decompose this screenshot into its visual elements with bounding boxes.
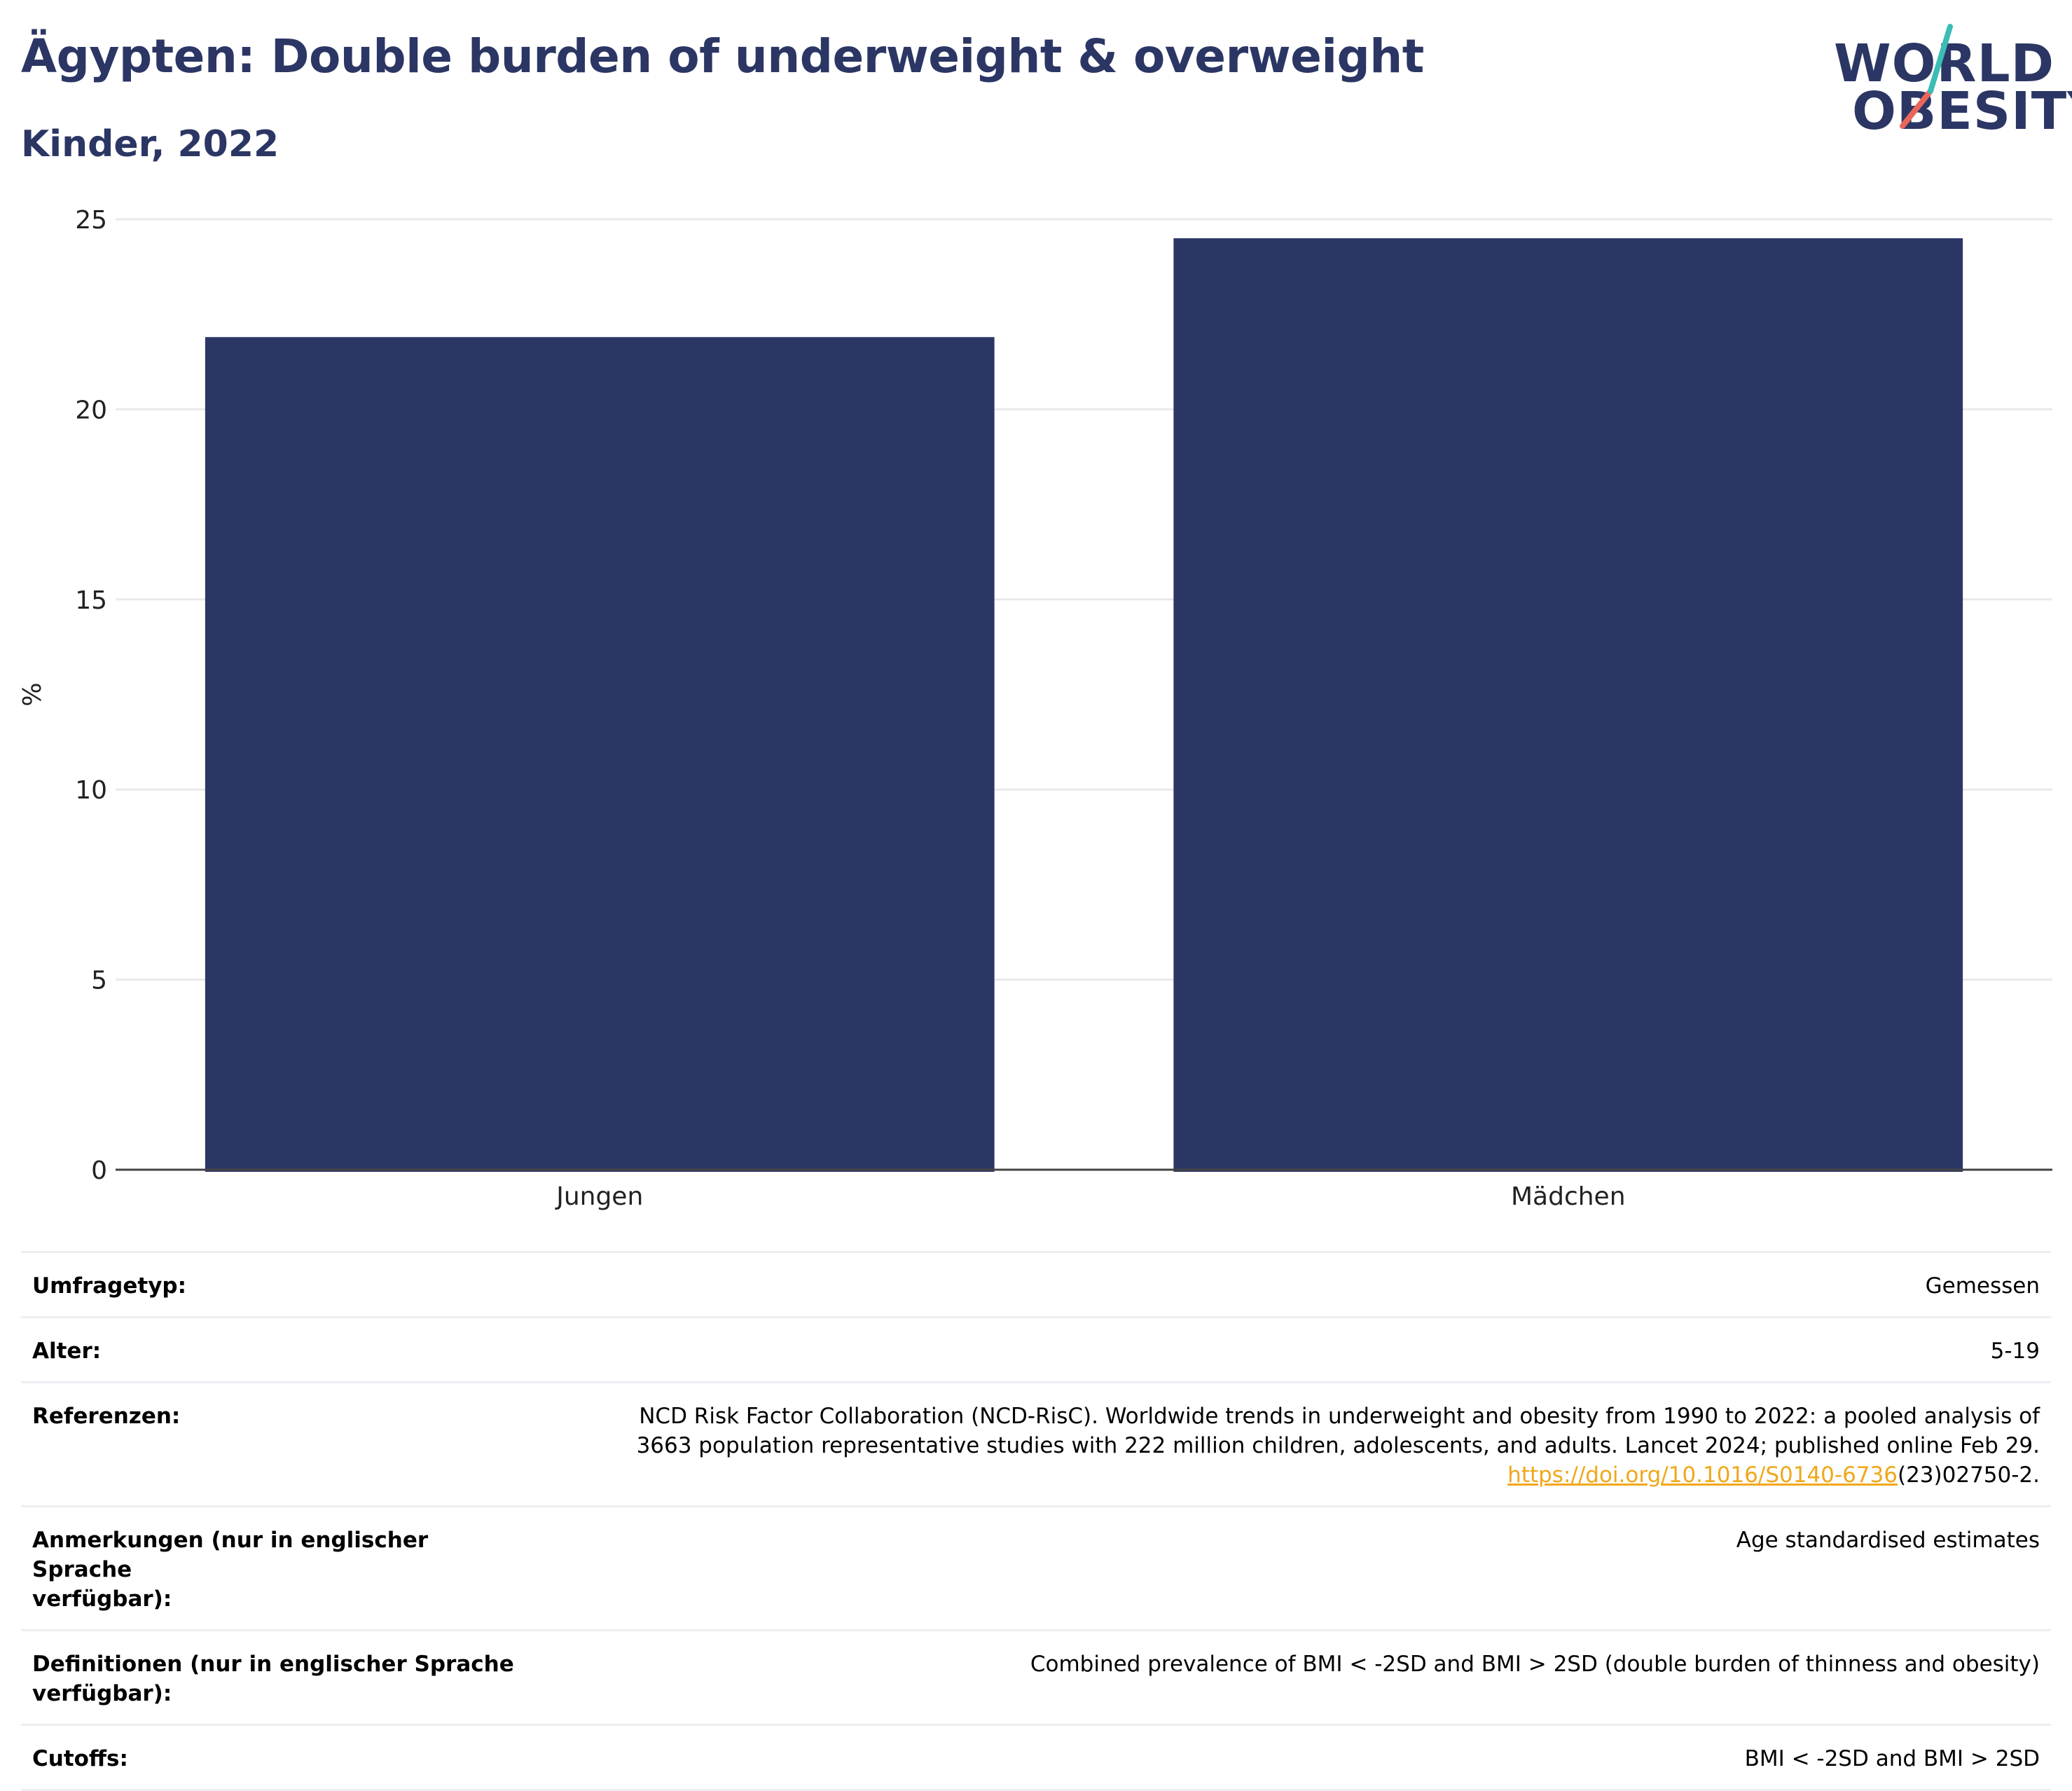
y-axis-label: % [18, 682, 47, 706]
meta-value: 5-19 [534, 1316, 2051, 1383]
bar-1[interactable] [1173, 238, 1963, 1172]
x-tick-labels: Jungen Mädchen [555, 1182, 1625, 1211]
bar-chart: 0 5 10 15 20 25 Jungen Mädchen % [18, 206, 2052, 1211]
meta-key-line-1: Definitionen (nur in englischer Sprache [32, 1652, 514, 1677]
chart-title: Ägypten: Double burden of underweight & … [21, 29, 1424, 83]
meta-key: Anmerkungen (nur in englischer Sprache v… [21, 1505, 534, 1631]
meta-row-definitions: Definitionen (nur in englischer Sprache … [21, 1629, 2051, 1726]
doi-suffix: (23)02750-2. [1897, 1462, 2040, 1488]
meta-row-age: Alter: 5-19 [21, 1316, 2051, 1383]
bar-0[interactable] [205, 337, 995, 1172]
y-tick-labels: 0 5 10 15 20 25 [75, 206, 107, 1185]
logo-line-2: OBESITY [1852, 81, 2072, 141]
y-tick-label: 5 [91, 967, 107, 995]
logo-slash-icon [1900, 24, 1953, 129]
meta-value: Gemessen [534, 1251, 2051, 1318]
reference-line-1: NCD Risk Factor Collaboration (NCD-RisC)… [639, 1404, 2040, 1429]
chart-subtitle: Kinder, 2022 [21, 123, 279, 165]
meta-key: Cutoffs: [21, 1724, 534, 1791]
meta-key-line-2: verfügbar): [32, 1586, 172, 1612]
doi-link[interactable]: https://doi.org/10.1016/S0140-6736 [1507, 1462, 1898, 1488]
meta-key: Definitionen (nur in englischer Sprache … [21, 1629, 534, 1726]
meta-key: Alter: [21, 1316, 534, 1383]
reference-line-2: 3663 population representative studies w… [636, 1433, 2040, 1458]
meta-row-references: Referenzen: NCD Risk Factor Collaboratio… [21, 1381, 2051, 1507]
meta-row-survey-type: Umfragetyp: Gemessen [21, 1251, 2051, 1318]
x-tick-label: Jungen [555, 1182, 643, 1211]
meta-value: Age standardised estimates [534, 1505, 2051, 1631]
bars [205, 238, 1963, 1172]
meta-key: Referenzen: [21, 1381, 534, 1507]
meta-value: Combined prevalence of BMI < -2SD and BM… [534, 1629, 2051, 1726]
y-tick-label: 15 [75, 586, 107, 615]
y-tick-label: 10 [75, 776, 107, 805]
y-tick-label: 25 [75, 206, 107, 235]
metadata-table: Umfragetyp: Gemessen Alter: 5-19 Referen… [21, 1251, 2051, 1791]
meta-row-cutoffs: Cutoffs: BMI < -2SD and BMI > 2SD [21, 1724, 2051, 1791]
y-tick-label: 0 [91, 1156, 107, 1185]
meta-value: NCD Risk Factor Collaboration (NCD-RisC)… [534, 1381, 2051, 1507]
meta-value: BMI < -2SD and BMI > 2SD [534, 1724, 2051, 1791]
meta-key-line-2: verfügbar): [32, 1681, 172, 1706]
x-tick-label: Mädchen [1511, 1182, 1626, 1211]
meta-key: Umfragetyp: [21, 1251, 534, 1318]
meta-key-line-1: Anmerkungen (nur in englischer Sprache [32, 1528, 429, 1582]
y-tick-label: 20 [75, 396, 107, 424]
meta-row-notes: Anmerkungen (nur in englischer Sprache v… [21, 1505, 2051, 1631]
world-obesity-logo[interactable]: WORLD OBESITY [1821, 21, 2072, 147]
